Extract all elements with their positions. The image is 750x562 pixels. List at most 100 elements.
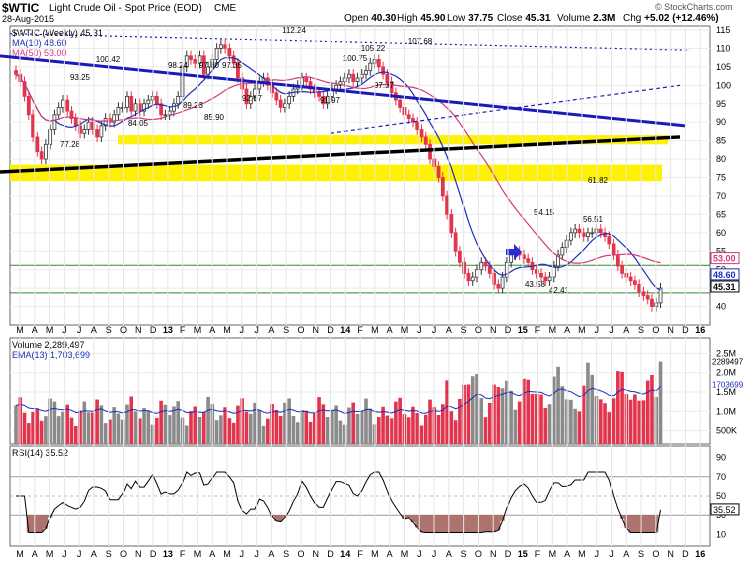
volume-bar	[231, 422, 236, 444]
candle-body	[650, 298, 654, 307]
volume-bar	[547, 404, 552, 444]
x-tick-label: J	[417, 325, 422, 335]
x-tick-label: 13	[163, 325, 173, 335]
candle-body	[598, 228, 603, 234]
x-tick-label: J	[240, 549, 245, 559]
volume-bar	[146, 410, 151, 444]
x-tick-label: A	[32, 549, 38, 559]
x-tick-label: M	[578, 325, 586, 335]
volume-bar	[202, 411, 206, 444]
x-tick-label: O	[120, 325, 127, 335]
volume-bar	[129, 396, 134, 444]
volume-bar	[312, 413, 317, 444]
candle-body	[236, 62, 240, 79]
candle-body	[167, 110, 172, 116]
x-tick-label: J	[62, 549, 67, 559]
volume-ema-last-tag: 1703699	[712, 380, 744, 389]
price-tick-label: 95	[716, 99, 726, 109]
candle-body	[462, 261, 467, 274]
x-tick-label: M	[46, 325, 54, 335]
value-tag: 48.60	[713, 270, 736, 280]
x-tick-label: 15	[518, 549, 528, 559]
x-tick-label: O	[652, 549, 659, 559]
volume-bar	[479, 397, 484, 444]
volume-bar	[69, 417, 74, 444]
volume-bar	[569, 399, 573, 444]
rsi-line	[16, 471, 661, 533]
volume-bar	[330, 409, 334, 444]
x-tick-label: F	[357, 549, 363, 559]
candle-body	[628, 276, 633, 282]
candle-body	[197, 55, 202, 64]
x-tick-label: F	[535, 325, 541, 335]
volume-bar	[261, 425, 266, 444]
volume-tick-label: 2.5M	[716, 348, 736, 358]
volume-bar	[453, 420, 458, 444]
x-tick-label: 13	[163, 549, 173, 559]
x-tick-label: 16	[695, 549, 705, 559]
x-tick-label: M	[223, 549, 231, 559]
value-tag: 53.00	[713, 254, 736, 264]
candle-body	[116, 107, 121, 116]
volume-bar	[206, 396, 210, 444]
volume-bar	[573, 408, 577, 444]
x-tick-label: M	[549, 549, 557, 559]
price-annotation: 89.23	[183, 101, 204, 110]
rsi-legend: RSI(14) 35.52	[12, 448, 68, 458]
volume-last-tag: 2289497	[712, 358, 744, 367]
x-tick-label: J	[432, 325, 437, 335]
price-annotation: 98.24	[168, 61, 189, 70]
volume-bar	[184, 425, 189, 444]
volume-bar	[257, 410, 262, 444]
x-tick-label: A	[623, 549, 629, 559]
x-tick-label: S	[638, 549, 644, 559]
candle-body	[359, 73, 364, 79]
candle-body	[534, 269, 539, 274]
arrow-marker	[506, 244, 522, 260]
candle-body	[620, 265, 624, 274]
volume-bar	[423, 414, 428, 444]
lower-dashed-channel	[329, 84, 681, 134]
rsi-value-box	[710, 503, 740, 516]
volume-bar	[227, 418, 232, 444]
x-tick-label: D	[327, 549, 334, 559]
candle-body	[69, 110, 74, 119]
volume-bar	[14, 405, 18, 444]
candle-body	[470, 276, 475, 282]
volume-bar	[355, 413, 360, 444]
x-tick-label: J	[432, 549, 437, 559]
price-tick-label: 40	[716, 302, 726, 312]
candle-body	[351, 73, 356, 83]
volume-bar	[368, 408, 373, 444]
volume-bar	[39, 420, 44, 444]
volume-bar	[325, 417, 330, 444]
candle-body	[287, 95, 292, 105]
volume-bar	[581, 385, 586, 444]
candle-body	[317, 92, 321, 97]
volume-bar	[347, 407, 351, 444]
price-annotation: 107.68	[408, 37, 433, 46]
rsi-tick-label: 70	[716, 472, 726, 482]
candle-body	[159, 103, 164, 116]
volume-bar	[556, 366, 560, 444]
x-tick-label: M	[578, 549, 586, 559]
price-annotation: 92.67	[242, 94, 263, 103]
volume-bar	[248, 413, 253, 444]
candle-body	[487, 265, 492, 274]
volume-bar	[650, 374, 654, 444]
x-tick-label: N	[667, 325, 674, 335]
volume-bar	[411, 406, 415, 444]
candle-body	[125, 95, 129, 108]
price-tick-label: 115	[716, 25, 730, 35]
volume-bar	[458, 398, 462, 444]
candle-body	[39, 151, 44, 160]
volume-bar	[620, 371, 624, 444]
x-tick-label: J	[417, 549, 422, 559]
volume-bar	[398, 397, 402, 444]
volume-bar	[65, 404, 70, 444]
volume-bar	[214, 420, 219, 444]
volume-bar	[637, 400, 641, 444]
candle-body	[26, 95, 31, 116]
quote-open: Open 40.30	[344, 13, 397, 24]
volume-bar	[530, 393, 535, 444]
